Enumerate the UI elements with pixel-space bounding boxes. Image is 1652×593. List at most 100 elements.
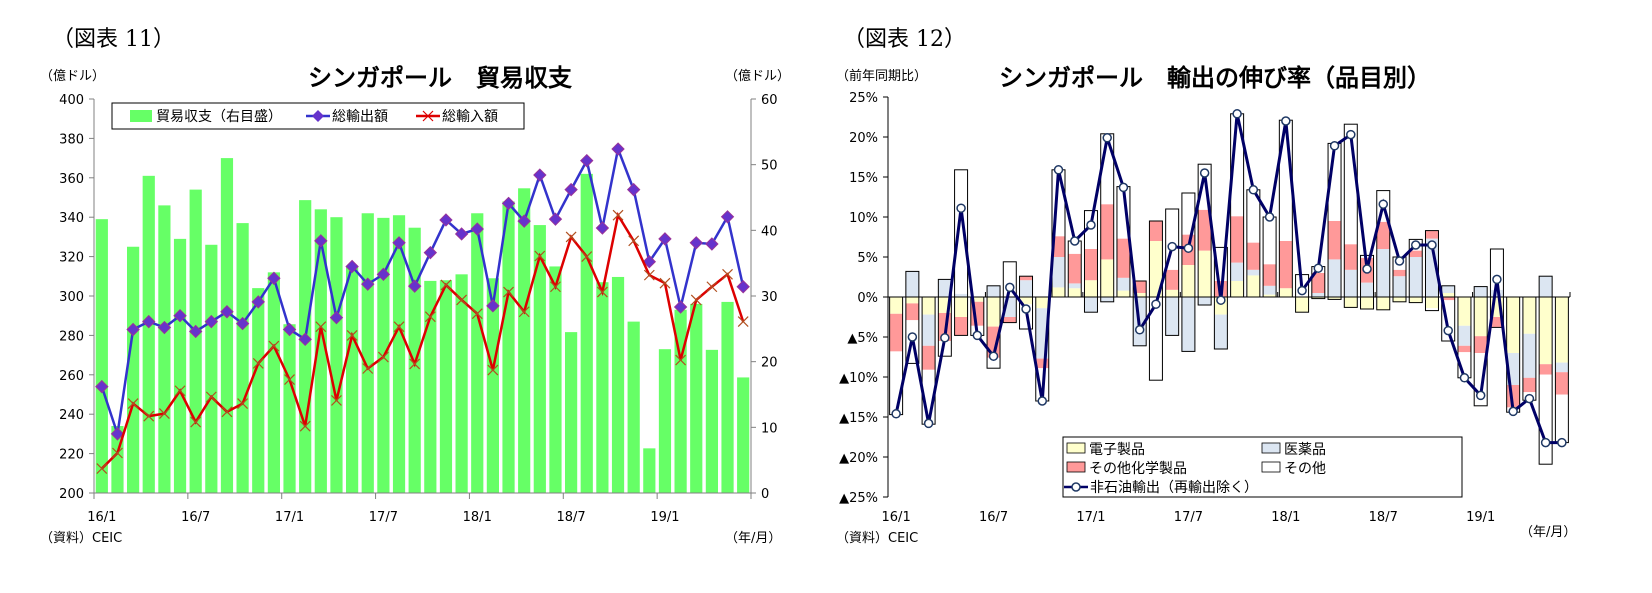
- other-segment: [1181, 193, 1195, 235]
- other-chemicals-segment: [1522, 377, 1536, 393]
- imports-marker: [722, 268, 733, 280]
- legend-marker-imports: [422, 110, 434, 122]
- non-oil-exports-marker: [1410, 240, 1421, 250]
- imports-marker: [158, 408, 170, 420]
- chart2-x-unit: （年/月）: [1520, 525, 1576, 540]
- legend-label-other-chemicals: その他化学製品: [1089, 461, 1187, 477]
- non-oil-exports-marker: [1232, 109, 1242, 119]
- electronics-segment: [1555, 297, 1569, 363]
- imports-marker: [503, 286, 514, 298]
- electronics-segment: [1344, 297, 1358, 308]
- bar-outline: [1083, 210, 1098, 313]
- bar-outline: [1295, 274, 1310, 313]
- legend-swatch-trade-balance: [130, 110, 152, 122]
- non-oil-exports-marker: [1378, 199, 1389, 209]
- electronics-segment: [1149, 241, 1163, 297]
- y-tick-label: ▲10%: [839, 371, 878, 386]
- imports-line: [100, 211, 745, 470]
- exports-marker: [720, 210, 735, 224]
- imports-marker: [518, 306, 530, 318]
- other-segment: [1246, 189, 1260, 243]
- legend-swatch-electronics: [1066, 442, 1086, 454]
- electronics-segment: [1165, 289, 1179, 297]
- trade-balance-bar: [127, 246, 140, 493]
- imports-marker: [112, 447, 123, 459]
- pharma-segment: [1263, 285, 1277, 295]
- non-oil-exports-marker: [1118, 182, 1129, 193]
- trade-balance-bar: [392, 215, 406, 494]
- imports-marker: [268, 340, 280, 352]
- trade-balance-bar: [330, 217, 343, 493]
- other-chemicals-segment: [1539, 364, 1553, 375]
- pharma-segment: [938, 279, 952, 297]
- bar-outline: [1343, 123, 1358, 308]
- non-oil-exports-marker: [1557, 437, 1567, 448]
- non-oil-exports-marker: [1508, 406, 1518, 417]
- trade-balance-bar: [611, 276, 625, 493]
- chart1-title: シンガポール 貿易収支: [308, 64, 573, 92]
- other-segment: [1539, 374, 1553, 465]
- bar-outline: [1441, 285, 1456, 342]
- non-oil-exports-marker: [1524, 393, 1535, 404]
- electronics-segment: [1522, 297, 1536, 334]
- non-oil-exports-marker: [1313, 263, 1324, 273]
- imports-marker: [456, 294, 468, 306]
- exports-marker: [126, 322, 140, 337]
- exports-marker: [705, 237, 719, 251]
- pharma-segment: [1409, 257, 1423, 297]
- x-tick-label: 16/7: [979, 510, 1008, 525]
- imports-marker: [346, 329, 358, 341]
- electronics-segment: [1539, 297, 1553, 365]
- other-chemicals-segment: [1100, 204, 1114, 260]
- electronics-segment: [1263, 294, 1277, 297]
- x-tick-label: 18/1: [1271, 510, 1300, 525]
- pharma-segment: [1328, 259, 1342, 297]
- electronics-segment: [1198, 250, 1212, 297]
- exports-marker: [173, 308, 187, 323]
- other-chemicals-segment: [1279, 241, 1293, 289]
- non-oil-exports-line: [894, 113, 1562, 445]
- other-chemicals-segment: [1198, 209, 1212, 251]
- left-tick-label: 200: [59, 487, 84, 502]
- imports-marker: [127, 398, 139, 409]
- right-tick-label: 30: [761, 290, 778, 305]
- imports-marker: [205, 391, 217, 403]
- non-oil-exports-marker: [891, 409, 901, 419]
- legend-marker-exports: [312, 110, 324, 122]
- pharma-segment: [1068, 283, 1082, 289]
- exports-marker: [548, 212, 563, 226]
- non-oil-exports-marker: [1183, 243, 1194, 253]
- legend-label-other: その他: [1284, 461, 1326, 477]
- other-segment: [1263, 217, 1277, 265]
- trade-balance-bar: [690, 303, 703, 493]
- y-tick-label: ▲15%: [839, 411, 878, 426]
- legend-label-non-oil-exports: 非石油輸出（再輸出除く）: [1090, 480, 1258, 496]
- figure-11-label: （図表 11）: [52, 27, 175, 52]
- electronics-segment: [1360, 297, 1374, 309]
- imports-marker: [190, 416, 202, 428]
- non-oil-exports-marker: [1199, 168, 1210, 178]
- chart2-title: シンガポール 輸出の伸び率（品目別）: [999, 64, 1431, 92]
- electronics-segment: [922, 297, 936, 315]
- trade-balance-bar: [658, 349, 672, 493]
- x-tick-label: 17/7: [1174, 510, 1203, 525]
- other-segment: [1555, 394, 1569, 443]
- trade-balance-bar: [627, 321, 640, 493]
- exports-marker: [564, 182, 578, 197]
- pharma-segment: [1019, 280, 1033, 297]
- bar-outline: [1376, 190, 1391, 311]
- chart2-plot: ▲25% ▲20% ▲15% ▲10% ▲5% 0% 5% 10% 15% 20% 25% 16/1 1…: [839, 91, 1571, 525]
- non-oil-exports-marker: [1540, 437, 1551, 448]
- electronics-segment: [1084, 280, 1098, 297]
- imports-marker: [596, 286, 608, 298]
- other-chemicals-segment: [1263, 264, 1277, 286]
- pharma-segment: [1052, 257, 1065, 288]
- electronics-segment: [1425, 297, 1439, 309]
- imports-marker: [393, 321, 405, 333]
- non-oil-exports-marker: [1167, 241, 1177, 252]
- exports-marker: [626, 182, 641, 197]
- legend-swatch-pharma: [1261, 442, 1281, 454]
- exports-marker: [376, 267, 391, 282]
- other-chemicals-segment: [1230, 216, 1244, 263]
- other-chemicals-segment: [1425, 230, 1439, 239]
